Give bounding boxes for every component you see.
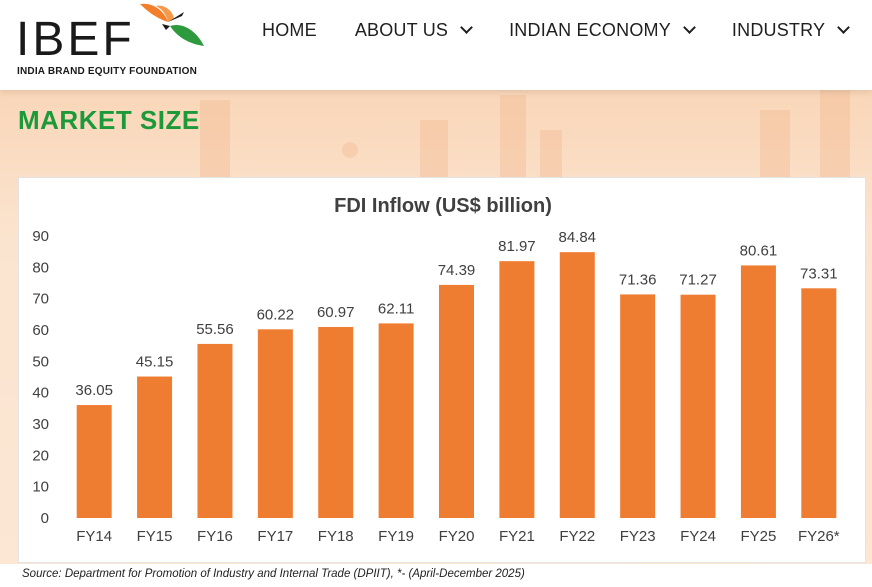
fdi-bar-chart: FDI Inflow (US$ billion) 0 10 20 30 40 50 60 70… [32, 195, 840, 545]
bar-value-label: 55.56 [196, 321, 234, 338]
nav-item-industry[interactable]: INDUSTRY [731, 20, 851, 41]
bar [439, 284, 474, 518]
site-header: IBEF INDIA BRAND EQUITY FOUNDATION HOME … [0, 0, 872, 90]
bar-value-label: 60.97 [317, 304, 355, 321]
chevron-down-icon [837, 21, 851, 34]
chart-card: FDI Inflow (US$ billion) 0 10 20 30 40 50 60 70… [18, 177, 866, 563]
x-tick-label: FY21 [499, 528, 535, 545]
nav-label: INDIAN ECONOMY [509, 20, 671, 40]
x-tick-label: FY19 [378, 528, 414, 545]
data-labels: 36.05 45.15 55.56 60.22 60.97 62.11 74.39 81.97… [75, 229, 837, 399]
bar-value-label: 71.27 [679, 272, 717, 289]
y-tick-label: 90 [32, 228, 49, 245]
y-tick-label: 50 [32, 353, 49, 370]
x-tick-label: FY20 [439, 528, 475, 545]
bar-value-label: 80.61 [740, 242, 778, 259]
bar [197, 343, 233, 518]
nav-label: INDUSTRY [731, 20, 826, 40]
x-tick-label: FY17 [257, 528, 293, 545]
bar [318, 326, 354, 518]
bar-value-label: 81.97 [498, 238, 536, 255]
logo-wordmark: IBEF [16, 13, 135, 66]
bar [620, 294, 656, 518]
x-axis-ticks: FY14 FY15 FY16 FY17 FY18 FY19 FY20 FY21 FY22 FY23… [76, 528, 840, 545]
bird-logo-icon [140, 3, 204, 46]
nav-item-home[interactable]: HOME [262, 20, 317, 41]
source-note: Source: Department for Promotion of Indu… [0, 564, 872, 587]
bar-value-label: 62.11 [378, 300, 414, 317]
nav-label: HOME [262, 20, 317, 40]
bar [801, 288, 837, 518]
x-tick-label: FY25 [740, 528, 776, 545]
y-tick-label: 40 [32, 385, 49, 402]
chevron-down-icon [683, 21, 696, 34]
y-tick-label: 60 [32, 322, 49, 339]
bar [680, 294, 716, 518]
x-tick-label: FY24 [680, 528, 716, 545]
bar [378, 323, 414, 518]
chart-title: FDI Inflow (US$ billion) [334, 195, 552, 217]
y-tick-label: 30 [32, 416, 49, 433]
bar-value-label: 71.36 [619, 271, 657, 288]
bar-value-label: 60.22 [257, 306, 295, 323]
x-tick-label: FY16 [197, 528, 233, 545]
nav-item-indian-economy[interactable]: INDIAN ECONOMY [509, 20, 696, 41]
decorative-chart-background [200, 90, 850, 180]
x-tick-label: FY22 [559, 528, 595, 545]
bar-series [76, 252, 837, 518]
y-tick-label: 10 [32, 479, 49, 496]
logo-tagline: INDIA BRAND EQUITY FOUNDATION [17, 66, 198, 77]
bar-value-label: 36.05 [75, 382, 113, 399]
chevron-down-icon [460, 21, 473, 34]
x-tick-label: FY15 [137, 528, 173, 545]
bar [559, 252, 595, 518]
nav-item-about-us[interactable]: ABOUT US [354, 20, 473, 41]
bar [740, 265, 776, 518]
y-tick-label: 80 [32, 259, 49, 276]
bar [76, 405, 112, 518]
x-tick-label: FY23 [620, 528, 656, 545]
bar [257, 329, 293, 518]
main-nav: HOME ABOUT US INDIAN ECONOMY INDUSTRY [262, 20, 851, 41]
bar [499, 261, 535, 518]
bar-value-label: 74.39 [438, 262, 476, 279]
bar-value-label: 73.31 [800, 265, 838, 282]
y-tick-label: 70 [32, 291, 49, 308]
nav-label: ABOUT US [354, 20, 449, 40]
section-title: MARKET SIZE [18, 105, 200, 135]
bar [137, 376, 173, 518]
y-axis-ticks: 0 10 20 30 40 50 60 70 80 90 [32, 228, 49, 527]
bar-value-label: 45.15 [136, 354, 174, 371]
bar-value-label: 84.84 [558, 229, 596, 246]
x-tick-label: FY18 [318, 528, 354, 545]
y-tick-label: 0 [41, 510, 49, 527]
x-tick-label: FY14 [76, 528, 112, 545]
ibef-logo[interactable]: IBEF INDIA BRAND EQUITY FOUNDATION [16, 0, 216, 86]
x-tick-label: FY26* [798, 528, 840, 545]
y-tick-label: 20 [32, 447, 49, 464]
